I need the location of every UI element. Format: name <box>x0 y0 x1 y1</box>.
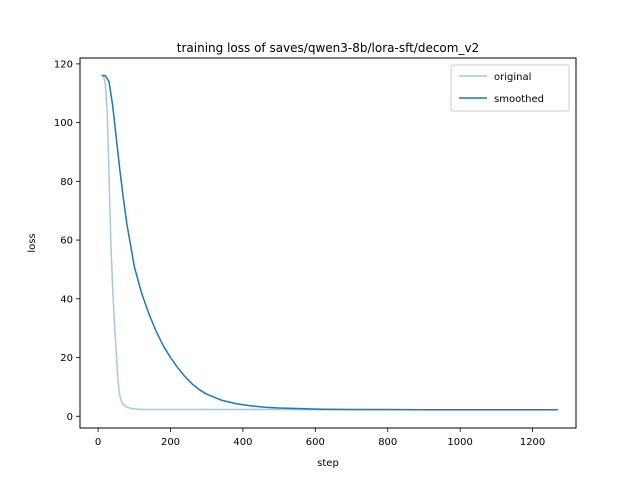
x-tick-label: 200 <box>161 437 180 448</box>
legend-label-smoothed: smoothed <box>494 94 544 105</box>
y-tick-label: 0 <box>67 412 73 423</box>
legend-label-original: original <box>494 72 531 83</box>
y-tick-label: 120 <box>54 59 73 70</box>
legend: original smoothed <box>450 64 570 112</box>
series-line-smoothed <box>101 74 558 411</box>
y-axis-ticks: 0 20 40 60 80 100 120 <box>54 59 80 423</box>
x-tick-label: 0 <box>95 437 101 448</box>
x-axis-label: step <box>317 458 339 469</box>
y-axis-label: loss <box>27 233 38 252</box>
y-tick-label: 20 <box>60 353 73 364</box>
x-tick-label: 800 <box>378 437 397 448</box>
y-tick-label: 100 <box>54 118 73 129</box>
plot-frame <box>79 57 577 429</box>
x-tick-label: 1000 <box>447 437 472 448</box>
series-lines <box>101 74 558 411</box>
y-tick-label: 40 <box>60 294 73 305</box>
x-axis-ticks: 0 200 400 600 800 1000 1200 <box>95 428 545 448</box>
chart-title: training loss of saves/qwen3-8b/lora-sft… <box>177 41 479 55</box>
y-tick-label: 80 <box>60 177 73 188</box>
x-tick-label: 400 <box>233 437 252 448</box>
y-tick-label: 60 <box>60 236 73 247</box>
x-tick-label: 600 <box>306 437 325 448</box>
x-tick-label: 1200 <box>520 437 545 448</box>
